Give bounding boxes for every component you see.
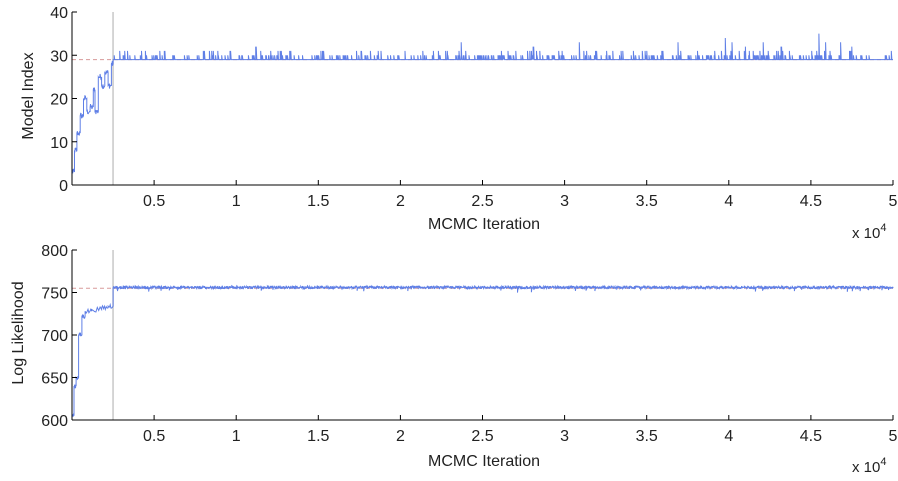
log-likelihood-y-tick-label: 650: [41, 371, 68, 388]
log-likelihood-x-tick-label: 1: [232, 428, 241, 445]
log-likelihood-plot-area: [71, 250, 894, 420]
log-likelihood-axes: 0.5 1 1.5 2 2.5 3 3.5 4 4.5 5 600 650 700 750 800: [41, 243, 897, 445]
log-likelihood-x-multiplier-base: x 10: [852, 459, 880, 476]
log-likelihood-x-tick-label: 2: [396, 428, 405, 445]
model-index-x-tick-label: 0.5: [143, 193, 165, 210]
log-likelihood-y-tick-label: 750: [41, 286, 68, 303]
model-index-x-tick-label: 4.5: [800, 193, 822, 210]
log-likelihood-x-tick-label: 3: [560, 428, 569, 445]
model-index-x-multiplier-exp: 4: [880, 222, 886, 234]
log-likelihood-x-tick-label: 3.5: [636, 428, 658, 445]
model-index-y-tick-label: 30: [50, 48, 68, 65]
log-likelihood-ylabel: Log Likelihood: [10, 281, 27, 384]
log-likelihood-panel: 0.5 1 1.5 2 2.5 3 3.5 4 4.5 5 600 650 700 750 800 Log …: [10, 243, 898, 476]
model-index-x-multiplier: x 104: [852, 222, 886, 242]
log-likelihood-x-multiplier-exp: 4: [880, 456, 886, 468]
log-likelihood-trace-line: [71, 284, 894, 417]
model-index-x-tick-label: 2: [396, 193, 405, 210]
log-likelihood-x-tick-label: 0.5: [143, 428, 165, 445]
model-index-axes: 0.5 1 1.5 2 2.5 3 3.5 4 4.5 5 0 10 20 30 40: [50, 5, 897, 210]
model-index-panel: 0.5 1 1.5 2 2.5 3 3.5 4 4.5 5 0 10 20 30 40 Model Inde…: [20, 5, 898, 242]
log-likelihood-xlabel: MCMC Iteration: [428, 453, 540, 470]
model-index-plot-area: [71, 12, 893, 185]
model-index-x-tick-label: 5: [889, 193, 898, 210]
log-likelihood-x-tick-label: 2.5: [471, 428, 493, 445]
model-index-x-tick-label: 4: [724, 193, 733, 210]
model-index-y-tick-label: 10: [50, 135, 68, 152]
model-index-y-tick-label: 0: [59, 178, 68, 195]
model-index-x-tick-label: 1.5: [307, 193, 329, 210]
model-index-xlabel: MCMC Iteration: [428, 216, 540, 233]
model-index-ylabel: Model Index: [20, 52, 37, 139]
log-likelihood-y-tick-label: 600: [41, 413, 68, 430]
model-index-x-multiplier-base: x 10: [852, 225, 880, 242]
model-index-x-tick-label: 2.5: [471, 193, 493, 210]
log-likelihood-x-tick-label: 4.5: [800, 428, 822, 445]
log-likelihood-y-tick-label: 700: [41, 328, 68, 345]
model-index-trace-line: [71, 33, 893, 174]
log-likelihood-x-tick-label: 4: [724, 428, 733, 445]
model-index-y-tick-label: 40: [50, 5, 68, 22]
log-likelihood-x-tick-label: 5: [889, 428, 898, 445]
model-index-x-tick-label: 1: [232, 193, 241, 210]
model-index-x-tick-label: 3: [560, 193, 569, 210]
log-likelihood-x-multiplier: x 104: [852, 456, 886, 476]
log-likelihood-y-tick-label: 800: [41, 243, 68, 260]
log-likelihood-x-tick-label: 1.5: [307, 428, 329, 445]
model-index-y-tick-label: 20: [50, 92, 68, 109]
model-index-x-tick-label: 3.5: [636, 193, 658, 210]
